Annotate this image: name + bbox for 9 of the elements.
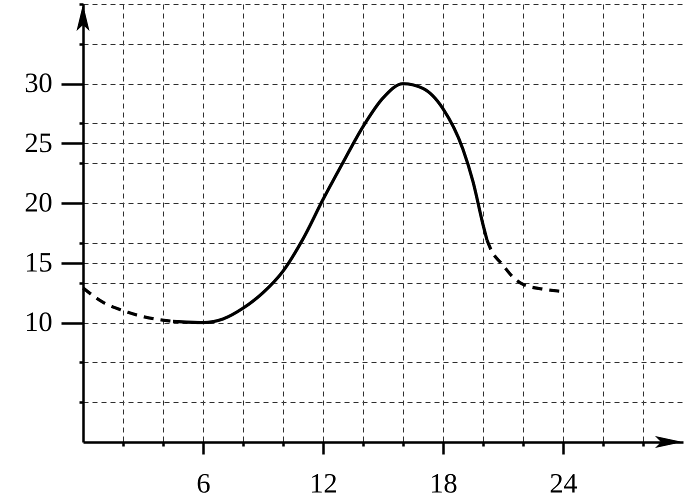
x-tick-label: 12: [310, 468, 338, 494]
y-tick-label: 20: [24, 188, 52, 219]
x-tick-label: 24: [550, 468, 578, 494]
y-tick-label: 30: [24, 68, 52, 100]
x-tick-label: 6: [196, 468, 210, 494]
y-tick-label: 15: [24, 247, 52, 278]
x-tick-label: 18: [430, 468, 458, 494]
y-tick-label: 10: [24, 307, 52, 338]
y-tick-label: 25: [24, 128, 52, 159]
